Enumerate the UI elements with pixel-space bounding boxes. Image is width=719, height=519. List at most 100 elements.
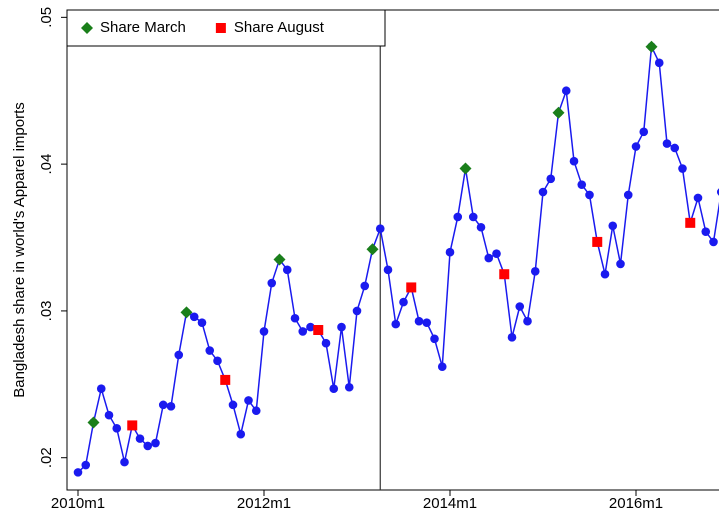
- point: [329, 384, 339, 394]
- point: [662, 139, 672, 148]
- legend: Share March Share August: [66, 9, 386, 47]
- point: [213, 356, 222, 366]
- plot-frame: [66, 9, 719, 491]
- point: [453, 212, 463, 222]
- point: [259, 327, 269, 336]
- point: [180, 306, 193, 319]
- x-tick-label: 2012m1: [237, 495, 291, 512]
- point: [87, 416, 100, 429]
- point: [459, 162, 472, 175]
- point: [515, 302, 525, 311]
- point: [654, 58, 664, 68]
- point: [282, 265, 292, 275]
- point: [639, 127, 649, 137]
- legend-box: [66, 9, 386, 47]
- point: [414, 316, 424, 326]
- point: [236, 429, 246, 439]
- point: [552, 106, 565, 119]
- point: [344, 382, 354, 392]
- y-tick-label: .05: [38, 7, 55, 28]
- point: [507, 333, 517, 342]
- x-tick-label: 2010m1: [51, 495, 105, 512]
- point: [120, 457, 129, 467]
- point: [499, 269, 510, 280]
- y-tick-label: .04: [38, 154, 55, 175]
- point: [205, 346, 215, 355]
- point: [112, 424, 122, 433]
- point: [375, 224, 385, 234]
- point: [670, 143, 680, 153]
- point: [220, 374, 231, 385]
- point: [135, 434, 145, 443]
- x-tick-label: 2016m1: [609, 495, 663, 512]
- legend-swatch: [81, 22, 93, 34]
- point: [430, 334, 439, 344]
- point: [693, 193, 703, 203]
- point: [569, 156, 579, 166]
- point: [523, 316, 532, 326]
- point: [645, 40, 658, 53]
- point: [337, 322, 346, 332]
- point: [709, 237, 718, 247]
- point: [476, 222, 486, 232]
- legend-label: Share March: [100, 19, 186, 36]
- point: [608, 221, 618, 231]
- legend-label: Share August: [234, 19, 325, 36]
- point: [445, 247, 455, 257]
- point: [360, 281, 370, 291]
- point: [174, 350, 184, 360]
- point: [577, 180, 587, 189]
- point: [151, 438, 160, 448]
- point: [716, 188, 719, 196]
- y-tick-label: .02: [38, 447, 55, 468]
- point: [267, 278, 277, 288]
- legend-swatch: [215, 23, 226, 33]
- point: [73, 468, 83, 477]
- point: [701, 227, 711, 236]
- point: [189, 312, 199, 322]
- point: [143, 441, 153, 451]
- point: [422, 318, 432, 327]
- point: [298, 327, 308, 336]
- point: [530, 266, 540, 276]
- point: [391, 319, 401, 329]
- point: [104, 410, 114, 420]
- series-line: [77, 43, 719, 473]
- point: [685, 217, 696, 228]
- point: [600, 269, 610, 279]
- point: [437, 362, 447, 371]
- point: [484, 253, 494, 263]
- point: [273, 253, 286, 266]
- point: [313, 325, 324, 335]
- point: [468, 212, 478, 222]
- point: [352, 306, 362, 316]
- point: [492, 249, 501, 258]
- point: [290, 313, 300, 323]
- point: [616, 259, 625, 269]
- point: [158, 400, 168, 410]
- point: [228, 400, 238, 410]
- point: [166, 402, 176, 411]
- point: [399, 297, 408, 307]
- point: [306, 322, 315, 332]
- point: [406, 282, 417, 293]
- point: [592, 236, 603, 247]
- point: [321, 338, 331, 348]
- point: [244, 396, 253, 405]
- point: [366, 243, 379, 256]
- point: [96, 384, 106, 394]
- x-tick-label: 2014m1: [423, 495, 477, 512]
- point: [561, 86, 571, 96]
- point: [546, 174, 556, 184]
- point: [585, 190, 594, 200]
- point: [197, 318, 207, 327]
- point: [678, 164, 687, 173]
- point: [631, 142, 641, 151]
- point: [623, 190, 633, 200]
- point: [127, 420, 138, 431]
- point: [81, 460, 91, 470]
- y-tick-label: .03: [38, 300, 55, 321]
- point: [251, 406, 261, 416]
